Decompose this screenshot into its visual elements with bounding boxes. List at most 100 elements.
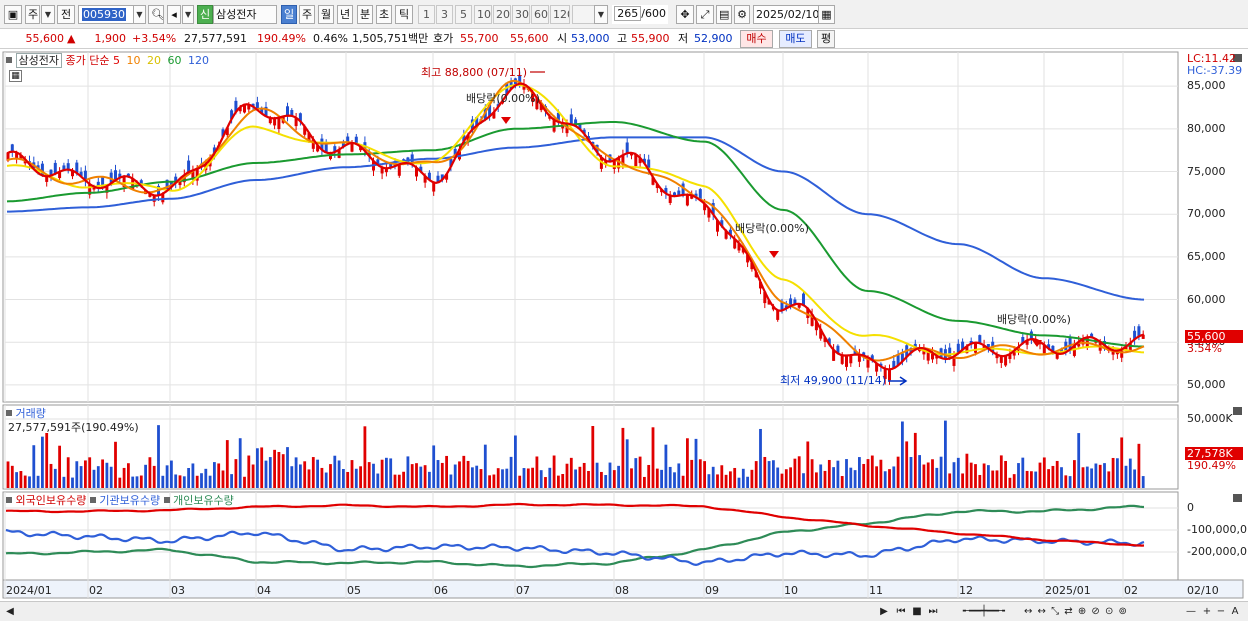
interval-120-button[interactable]: 120	[550, 5, 570, 24]
legend-stock-name[interactable]: 삼성전자	[15, 53, 62, 68]
legend-foreign[interactable]: 외국인보유수량	[15, 494, 87, 507]
volume-bar	[716, 474, 719, 488]
window-menu-icon[interactable]: ▣	[4, 5, 22, 24]
decrease-font-icon[interactable]: −	[1216, 606, 1226, 617]
volume-bar	[354, 468, 358, 488]
count-field[interactable]: 265/600	[612, 5, 668, 24]
candle-body	[268, 117, 272, 124]
increase-font-icon[interactable]: A	[1231, 606, 1239, 617]
code-dropdown-icon[interactable]: ▼	[133, 5, 146, 24]
candle-body	[6, 152, 10, 161]
candle-body	[879, 363, 883, 367]
legend-ma-120[interactable]: 120	[187, 54, 209, 67]
period-year-tab[interactable]: 년	[337, 5, 353, 24]
sell-button[interactable]: 매도	[779, 30, 812, 48]
legend-ma-10[interactable]: 10	[126, 54, 141, 67]
candle-body	[642, 158, 646, 164]
legend-ma-60[interactable]: 60	[167, 54, 182, 67]
interval-20-button[interactable]: 20	[493, 5, 511, 24]
volume-bar	[707, 474, 711, 488]
crosshair-icon[interactable]: ✥	[676, 5, 694, 24]
period-minute-tab[interactable]: 분	[357, 5, 373, 24]
avg-button[interactable]: 평	[817, 30, 835, 48]
candle-body	[432, 182, 436, 192]
market2-select[interactable]: 전	[57, 5, 75, 24]
candle-body	[71, 170, 74, 177]
volume-title-text[interactable]: 거래량	[15, 407, 46, 420]
candle-body	[888, 369, 891, 381]
chart-scroll-bar[interactable]: ◀ ▶ ⏮ ■ ⏭ ╾━━┿━━╼ ↔ ↔ ⤡ ⇄ ⊕ ⊘ ⊙ ⊚ — + − …	[0, 601, 1248, 621]
scroll-right-icon[interactable]: ▶	[880, 606, 888, 617]
volume-bar	[741, 468, 745, 488]
period-month-tab[interactable]: 월	[318, 5, 334, 24]
volume-bar	[1047, 469, 1050, 488]
search-icon[interactable]: 🔍︎	[148, 5, 164, 24]
zoom-icons[interactable]: ↔ ↔ ⤡ ⇄ ⊕ ⊘ ⊙ ⊚	[1024, 606, 1128, 617]
save-icon[interactable]: ▤	[716, 5, 732, 24]
price-change: 1,900	[94, 32, 127, 45]
candle-body	[53, 162, 57, 174]
volume-bar	[638, 456, 642, 488]
candle-body	[440, 174, 444, 180]
speaker-dropdown-icon[interactable]: ▼	[182, 5, 194, 24]
volume-bar	[66, 457, 70, 488]
interval-1-button[interactable]: 1	[418, 5, 435, 24]
volume-bar	[182, 476, 186, 488]
candle-body	[1077, 341, 1081, 347]
zoom-in-icon[interactable]: +	[1202, 606, 1212, 617]
count-value: 265	[614, 6, 642, 21]
legend-institution[interactable]: 기관보유수량	[99, 494, 161, 507]
period-tick-tab[interactable]: 틱	[395, 5, 413, 24]
zoom-out-icon[interactable]: —	[1186, 606, 1196, 617]
candle-body	[986, 344, 990, 349]
market-select[interactable]: 주	[25, 5, 40, 24]
stock-name-field: 삼성전자	[213, 5, 277, 24]
stock-chart[interactable]	[0, 49, 1248, 601]
period-day-tab[interactable]: 일	[281, 5, 297, 24]
candle-body	[488, 104, 492, 117]
forward-icon[interactable]: ⏭	[928, 606, 938, 617]
candle-body	[638, 157, 642, 164]
legend-ma-5[interactable]: 5	[112, 54, 120, 67]
candle-body	[746, 254, 750, 263]
interval-10-button[interactable]: 10	[474, 5, 492, 24]
volume-bar	[496, 468, 500, 488]
interval-dropdown-icon[interactable]: ▼	[594, 5, 608, 24]
volume-bar	[815, 472, 818, 488]
calendar-icon[interactable]: ▦	[818, 5, 835, 24]
interval-5-button[interactable]: 5	[455, 5, 472, 24]
volume-bar	[415, 463, 418, 488]
volume-bar	[690, 459, 694, 488]
interval-60-button[interactable]: 60	[531, 5, 549, 24]
zoom-slider[interactable]: ╾━━┿━━╼	[962, 606, 1006, 617]
volume-bar	[969, 462, 973, 488]
legend-title[interactable]: 종가 단순	[65, 54, 110, 67]
period-week-tab[interactable]: 주	[299, 5, 315, 24]
volume-bar	[1098, 464, 1102, 488]
speaker-icon[interactable]: ◂	[167, 5, 181, 24]
buy-button[interactable]: 매수	[740, 30, 773, 48]
period-second-tab[interactable]: 초	[376, 5, 392, 24]
rewind-icon[interactable]: ⏮	[896, 606, 906, 617]
legend-ma-20[interactable]: 20	[146, 54, 161, 67]
stock-code-input[interactable]: 005930	[78, 5, 134, 24]
interval-3-button[interactable]: 3	[436, 5, 453, 24]
volume-bar	[268, 457, 272, 488]
candle-body	[195, 168, 199, 181]
legend-individual[interactable]: 개인보유수량	[173, 494, 234, 507]
date-input[interactable]: 2025/02/10	[753, 5, 819, 24]
settings-icon[interactable]: ⚙	[734, 5, 750, 24]
volume-bar	[870, 455, 874, 488]
trend-line-icon[interactable]: ⤢	[696, 5, 714, 24]
grid-lines	[4, 52, 1178, 598]
volume-bar	[101, 459, 104, 488]
volume-bar	[256, 448, 259, 488]
market-dropdown-icon[interactable]: ▼	[41, 5, 55, 24]
candle-body	[832, 349, 836, 361]
scroll-left-icon[interactable]: ◀	[6, 606, 14, 617]
table-icon[interactable]: ▦	[9, 70, 22, 82]
interval-30-button[interactable]: 30	[512, 5, 530, 24]
stop-icon[interactable]: ■	[912, 606, 922, 617]
candle-body	[810, 314, 814, 326]
volume-bar	[260, 447, 264, 488]
